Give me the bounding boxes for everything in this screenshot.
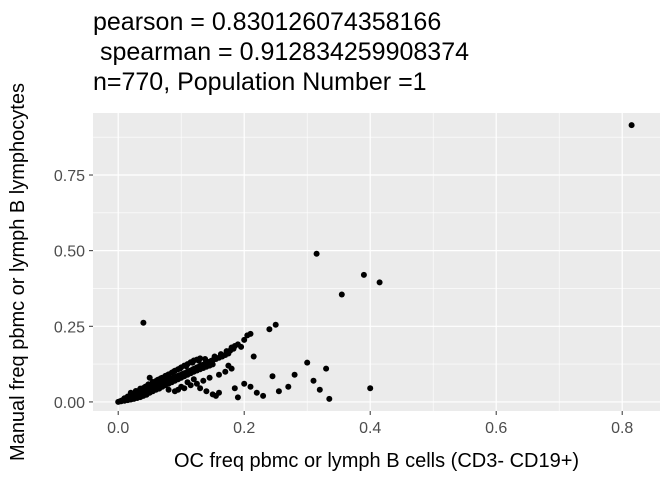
data-point — [285, 383, 292, 390]
data-point — [209, 361, 216, 368]
data-point — [310, 377, 317, 384]
x-tick-label: 0.0 — [107, 420, 129, 437]
data-point — [217, 351, 224, 358]
data-point — [216, 371, 222, 378]
y-axis-title: Manual freq pbmc or lymph B lymphocytes — [7, 83, 29, 461]
data-point — [170, 368, 177, 375]
grid-major — [93, 113, 660, 411]
data-point — [159, 380, 166, 387]
title-spearman: spearman = 0.912834259908374 — [93, 38, 470, 66]
data-point — [222, 368, 229, 375]
data-point — [193, 380, 200, 387]
data-point — [628, 122, 635, 129]
data-point — [181, 385, 188, 392]
data-point — [158, 375, 164, 382]
data-point — [291, 371, 298, 378]
x-axis: 0.0 0.2 0.4 0.6 0.8 — [107, 411, 633, 437]
data-point — [234, 394, 241, 401]
y-tick-label: 0.75 — [54, 168, 85, 185]
data-point — [260, 392, 267, 399]
data-point — [326, 395, 333, 402]
data-point — [313, 250, 320, 257]
x-tick-label: 0.8 — [611, 420, 633, 437]
data-point — [231, 385, 238, 392]
data-point — [146, 374, 153, 381]
data-point — [338, 291, 345, 298]
data-point — [206, 374, 213, 381]
data-point — [190, 376, 197, 383]
data-point — [145, 381, 152, 388]
data-point — [253, 389, 260, 396]
title-sample-size: n=770, Population Number =1 — [93, 68, 427, 96]
x-tick-label: 0.6 — [485, 420, 507, 437]
data-point — [216, 389, 222, 396]
data-point — [165, 386, 172, 393]
grid-minor — [93, 113, 660, 411]
data-point — [187, 382, 194, 389]
data-point — [230, 345, 237, 352]
data-point — [211, 353, 218, 360]
data-point — [137, 385, 144, 392]
data-point — [195, 357, 202, 364]
data-point — [316, 386, 323, 393]
data-point — [323, 365, 330, 372]
data-point — [183, 363, 190, 370]
data-point — [272, 321, 279, 328]
data-point — [202, 356, 209, 362]
data-point — [241, 380, 248, 387]
data-point — [127, 389, 134, 396]
x-tick-label: 0.4 — [359, 420, 381, 437]
data-point — [176, 365, 183, 372]
data-point — [304, 359, 311, 366]
data-point — [228, 365, 235, 372]
data-point — [247, 383, 254, 390]
data-point — [140, 319, 147, 326]
data-point — [164, 372, 171, 379]
data-point — [367, 385, 374, 392]
data-point — [200, 377, 207, 384]
data-point — [132, 388, 139, 394]
data-point — [247, 330, 254, 337]
chart-title: pearson = 0.830126074358166 spearman = 0… — [93, 7, 469, 97]
data-point — [197, 385, 204, 392]
x-tick-label: 0.2 — [233, 420, 255, 437]
data-point — [189, 359, 196, 366]
data-point — [149, 379, 156, 385]
data-point — [269, 373, 276, 380]
y-axis: 0.00 0.25 0.50 0.75 — [54, 168, 93, 412]
data-point — [275, 388, 282, 395]
data-point — [241, 336, 248, 343]
data-point — [266, 326, 273, 333]
data-points — [115, 122, 635, 405]
data-point — [376, 279, 383, 286]
data-point — [250, 353, 257, 360]
data-point — [223, 348, 230, 355]
title-pearson: pearson = 0.830126074358166 — [93, 8, 442, 36]
data-point — [360, 271, 367, 278]
y-tick-label: 0.00 — [54, 395, 85, 412]
y-tick-label: 0.50 — [54, 244, 85, 261]
data-point — [238, 343, 245, 350]
data-point — [203, 388, 210, 395]
x-axis-title: OC freq pbmc or lymph B cells (CD3- CD19… — [174, 450, 579, 472]
y-tick-label: 0.25 — [54, 319, 85, 336]
data-point — [175, 386, 182, 393]
